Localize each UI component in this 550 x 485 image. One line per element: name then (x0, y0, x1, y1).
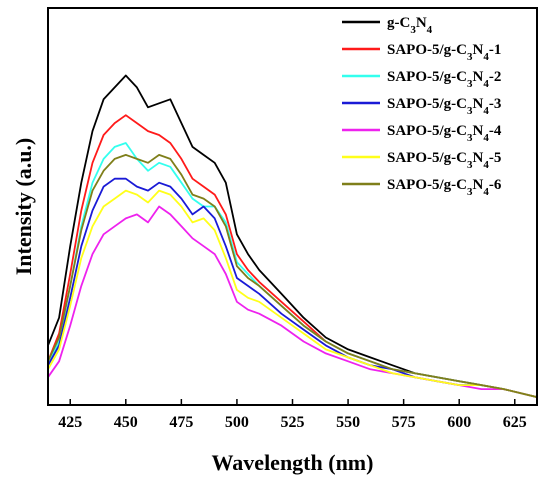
series-line-7 (47, 153, 538, 398)
x-axis-ticks: 425 450 475 500 525 550 575 600 625 (58, 399, 527, 431)
legend-label-7: SAPO-5/g-C3N4-6 (387, 177, 502, 198)
x-tick-label: 600 (447, 414, 471, 431)
series-line-5 (47, 205, 538, 398)
legend-label-1: g-C3N4 (387, 15, 433, 36)
x-tick-label: 450 (114, 414, 138, 431)
legend-label-2: SAPO-5/g-C3N4-1 (387, 42, 501, 63)
series-line-6 (47, 189, 538, 398)
x-tick-label: 475 (169, 414, 193, 431)
x-tick-label: 425 (58, 414, 82, 431)
x-tick-label: 575 (392, 414, 416, 431)
x-axis-title: Wavelength (nm) (212, 450, 374, 475)
x-tick-label: 625 (503, 414, 527, 431)
legend: g-C3N4 SAPO-5/g-C3N4-1 SAPO-5/g-C3N4-2 SAPO… (342, 15, 502, 198)
plot-frame (47, 7, 538, 406)
legend-label-6: SAPO-5/g-C3N4-5 (387, 150, 501, 171)
x-tick-label: 525 (281, 414, 305, 431)
x-tick-label: 500 (225, 414, 249, 431)
x-tick-label: 550 (336, 414, 360, 431)
series-layer (47, 74, 538, 398)
series-line-4 (47, 177, 538, 398)
legend-label-3: SAPO-5/g-C3N4-2 (387, 69, 501, 90)
legend-label-5: SAPO-5/g-C3N4-4 (387, 123, 502, 144)
y-axis-title: Intensity (a.u.) (11, 138, 36, 276)
legend-label-4: SAPO-5/g-C3N4-3 (387, 96, 501, 117)
